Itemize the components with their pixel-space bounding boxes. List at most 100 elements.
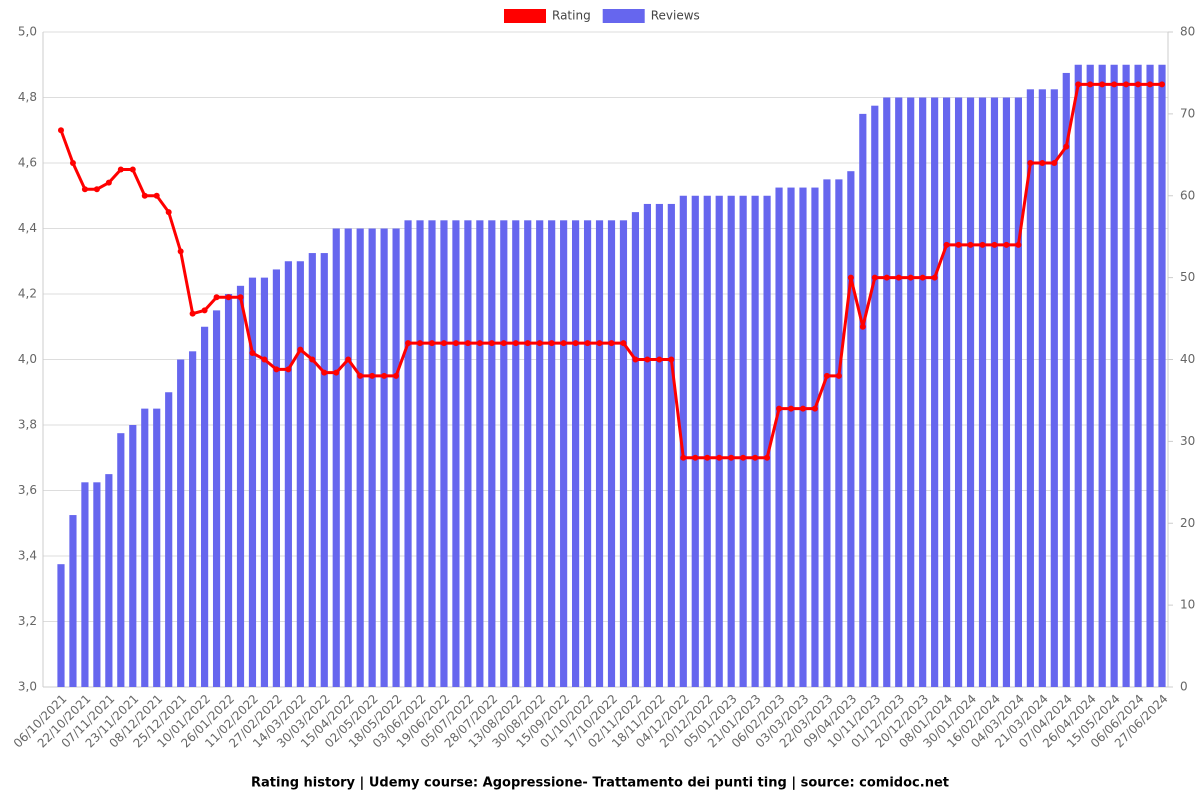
bar <box>440 220 448 687</box>
point <box>405 340 412 347</box>
point <box>1159 81 1166 88</box>
point <box>1015 241 1022 248</box>
bar <box>272 269 280 687</box>
bar <box>607 220 616 687</box>
point <box>357 372 364 379</box>
bar <box>93 482 101 687</box>
y-tick-label: 3,8 <box>18 418 37 432</box>
bar <box>1038 89 1046 687</box>
point <box>81 186 88 193</box>
bar <box>1158 64 1166 687</box>
point <box>476 340 483 347</box>
bar <box>248 277 257 687</box>
bar <box>201 326 209 687</box>
point <box>692 454 699 461</box>
point <box>835 372 842 379</box>
point <box>955 241 962 248</box>
bar <box>1110 64 1118 687</box>
y2-tick-label: 60 <box>1180 188 1195 202</box>
point <box>165 209 172 216</box>
bar <box>1026 89 1034 687</box>
bar <box>799 187 807 687</box>
point <box>895 274 902 281</box>
point <box>632 356 639 363</box>
bar <box>655 203 663 687</box>
point <box>237 294 244 301</box>
bar <box>500 220 508 687</box>
point <box>512 340 519 347</box>
point <box>883 274 890 281</box>
point <box>1003 241 1010 248</box>
bar <box>727 195 735 687</box>
legend-swatch <box>602 9 645 23</box>
bar <box>416 220 424 687</box>
point <box>393 372 400 379</box>
point <box>464 340 471 347</box>
point <box>788 405 795 412</box>
bar <box>1086 64 1094 687</box>
point <box>369 372 376 379</box>
bar <box>667 203 675 687</box>
point <box>524 340 531 347</box>
bar <box>835 179 843 687</box>
point <box>536 340 543 347</box>
y2-tick-label: 20 <box>1180 516 1195 530</box>
bar <box>404 220 412 687</box>
bar <box>823 179 831 687</box>
point <box>967 241 974 248</box>
bar <box>1098 64 1106 687</box>
point <box>668 356 675 363</box>
y-tick-label: 3,2 <box>18 614 37 628</box>
bar <box>990 97 999 687</box>
bar <box>356 228 364 687</box>
bar <box>811 187 819 687</box>
bar <box>380 228 388 687</box>
bar <box>787 187 795 687</box>
bar <box>775 187 783 687</box>
y-tick-label: 4,6 <box>18 156 37 170</box>
point <box>991 241 998 248</box>
point <box>752 454 759 461</box>
bar <box>189 351 197 687</box>
point <box>153 192 160 199</box>
bar <box>212 310 221 687</box>
y2-tick-label: 30 <box>1180 434 1195 448</box>
chart-title: Rating history | Udemy course: Agopressi… <box>251 776 949 791</box>
bar <box>129 425 137 687</box>
point <box>620 340 627 347</box>
bar <box>332 228 340 687</box>
y-tick-label: 4,4 <box>18 221 37 235</box>
bar <box>392 228 400 687</box>
point <box>177 248 184 255</box>
bar <box>452 220 460 687</box>
y2-tick-label: 50 <box>1180 270 1195 284</box>
point <box>417 340 424 347</box>
point <box>656 356 663 363</box>
point <box>572 340 579 347</box>
point <box>1099 81 1106 88</box>
point <box>1087 81 1094 88</box>
point <box>811 405 818 412</box>
bar <box>643 203 651 687</box>
bar <box>464 220 472 687</box>
bar <box>512 220 520 687</box>
bar <box>476 220 484 687</box>
point <box>297 346 304 353</box>
point <box>584 340 591 347</box>
bar <box>260 277 269 687</box>
point <box>776 405 783 412</box>
y-tick-label: 4,2 <box>18 287 37 301</box>
bar <box>165 392 173 687</box>
bar <box>751 195 759 687</box>
bar <box>296 261 304 687</box>
bar <box>679 195 687 687</box>
bar <box>224 294 233 687</box>
point <box>1075 81 1082 88</box>
bar <box>320 253 328 687</box>
bar <box>895 97 903 687</box>
bar <box>368 228 376 687</box>
point <box>764 454 771 461</box>
point <box>728 454 735 461</box>
bar <box>536 220 544 687</box>
